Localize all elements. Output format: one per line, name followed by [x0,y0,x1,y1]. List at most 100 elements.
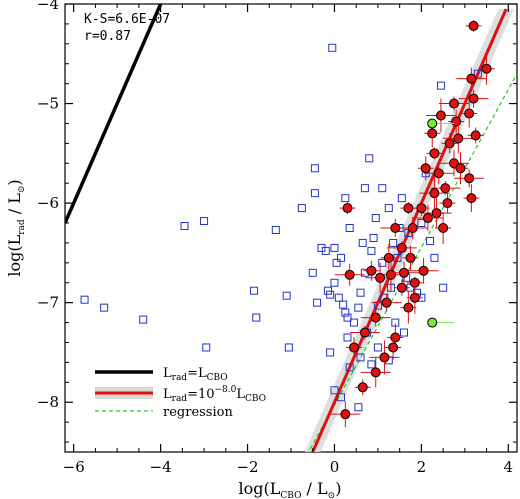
square-point [367,246,376,255]
square-point [343,313,352,322]
square-point [200,217,209,226]
circle-point [390,223,401,233]
square-point [356,288,365,297]
square-point [341,194,350,203]
circle-point [342,203,353,214]
square-point [330,386,339,395]
square-point [334,293,343,302]
green-point [427,317,438,328]
square-point [328,43,337,52]
square-point [358,238,367,247]
square-point [430,253,439,262]
square-point [326,290,335,299]
square-point [341,308,350,317]
circle-point [390,332,401,343]
green-point [427,118,438,129]
square-point [202,343,211,352]
square-point [397,194,406,203]
circle-point [418,265,429,276]
circle-point [455,163,466,174]
square-point [297,204,306,213]
x-tick-label: −2 [236,458,258,476]
square-point [378,184,387,193]
square-point [284,343,293,352]
circle-point [440,183,451,194]
square-point [354,303,363,312]
circle-point [416,203,427,214]
square-point [336,253,345,262]
circle-point [468,20,479,31]
circle-point [464,108,475,119]
circle-point [396,282,407,293]
square-point [252,313,261,322]
y-tick-label: −5 [37,95,59,113]
square-point [345,363,354,372]
square-point [321,246,330,255]
x-tick-label: −6 [63,458,85,476]
x-tick-label: 2 [417,458,427,476]
circle-point [442,198,453,209]
square-point [389,238,398,247]
circle-point [448,98,459,109]
square-point [436,81,445,90]
square-point [180,222,189,231]
ticks-layer: −6 −4 −2 0 2 4 −8 −7 −6 −5 −4 [37,0,517,476]
circle-point [451,116,462,127]
circle-point [466,193,477,204]
circle-point [422,213,433,224]
square-point [439,283,448,292]
circle-point [403,302,414,313]
legend-label: Lrad=LCBO [163,366,228,383]
square-point [271,225,280,234]
lines-layer [65,4,517,452]
circle-point [468,93,479,104]
circle-point [466,73,477,84]
points-layer [80,19,495,428]
circle-point [370,367,381,378]
circle-point [444,138,455,149]
circle-point [405,252,416,263]
legend-label: regression [163,405,233,420]
circle-point [403,203,414,214]
square-point [310,189,319,198]
square-point [308,268,317,277]
square-point [282,291,291,300]
equality-line [65,4,163,224]
circle-point [359,327,370,338]
circle-point [399,267,409,278]
circle-point [379,352,390,363]
x-tick-label: −4 [150,458,172,476]
square-point [100,303,109,312]
x-tick-label: 0 [330,458,340,476]
circle-point [349,342,360,353]
circle-point [383,252,394,263]
circle-point [420,163,431,174]
square-point [339,300,348,309]
square-point [330,278,339,287]
square-point [400,328,408,337]
square-point [313,298,322,307]
square-point [317,243,326,252]
circle-point [381,297,392,308]
square-point [310,164,319,173]
circle-point [453,133,464,144]
square-point [354,403,363,412]
circle-point [470,130,481,141]
circle-point [433,168,444,179]
circle-point [409,292,420,303]
x-axis-label: log(LCBO / L⊙) [239,479,342,499]
square-point [250,286,259,295]
y-tick-label: −8 [37,393,59,411]
square-point [139,315,148,324]
square-point [369,233,378,242]
square-point [373,343,382,352]
square-point [332,258,341,267]
r-annotation: r=0.87 [84,29,131,44]
square-point [336,393,345,402]
circle-point [464,173,475,184]
circle-point [340,409,351,420]
circle-point [431,208,442,219]
square-point [426,236,435,245]
circle-point [427,128,438,139]
